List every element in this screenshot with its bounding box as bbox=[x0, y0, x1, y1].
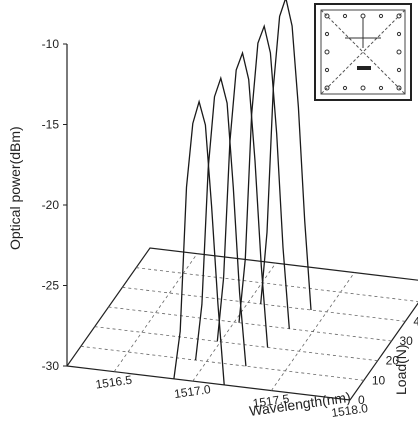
z-tick-label: -30 bbox=[42, 359, 60, 373]
z-axis-title: Optical power(dBm) bbox=[7, 126, 23, 250]
x-tick-label: 1516.5 bbox=[95, 373, 134, 392]
x-tick-label: 1517.0 bbox=[173, 382, 212, 401]
z-tick-label: -15 bbox=[42, 118, 60, 132]
y-tick-label: 0 bbox=[358, 393, 365, 407]
y-tick-label: 40 bbox=[413, 314, 418, 328]
y-axis-title: Load(N) bbox=[393, 344, 409, 395]
spectrum-line-load-40 bbox=[260, 0, 312, 311]
y-tick-label: 20 bbox=[386, 354, 400, 368]
x-tick-label: 1518.0 bbox=[330, 401, 369, 420]
spectrum-line-load-20 bbox=[216, 50, 269, 348]
grid-line-wavelength bbox=[271, 272, 355, 391]
inset-sensor-diagram-icon bbox=[314, 3, 412, 101]
spectra bbox=[173, 0, 312, 385]
z-tick-label: -10 bbox=[42, 37, 60, 51]
z-tick-label: -25 bbox=[42, 279, 60, 293]
spectrum-line-load-0 bbox=[173, 99, 225, 385]
z-tick-label: -20 bbox=[42, 198, 60, 212]
x-tick-label: 1517.5 bbox=[252, 392, 291, 411]
y-tick-label: 10 bbox=[372, 373, 386, 387]
spectrum-line-load-10 bbox=[194, 75, 247, 367]
tick-labels: -10 -15 -20 -25 -30 1516.5 1517.0 1517.5 1518.00… bbox=[42, 37, 418, 420]
y-tick-label: 30 bbox=[400, 334, 414, 348]
spectrum-line-load-30 bbox=[238, 23, 290, 329]
